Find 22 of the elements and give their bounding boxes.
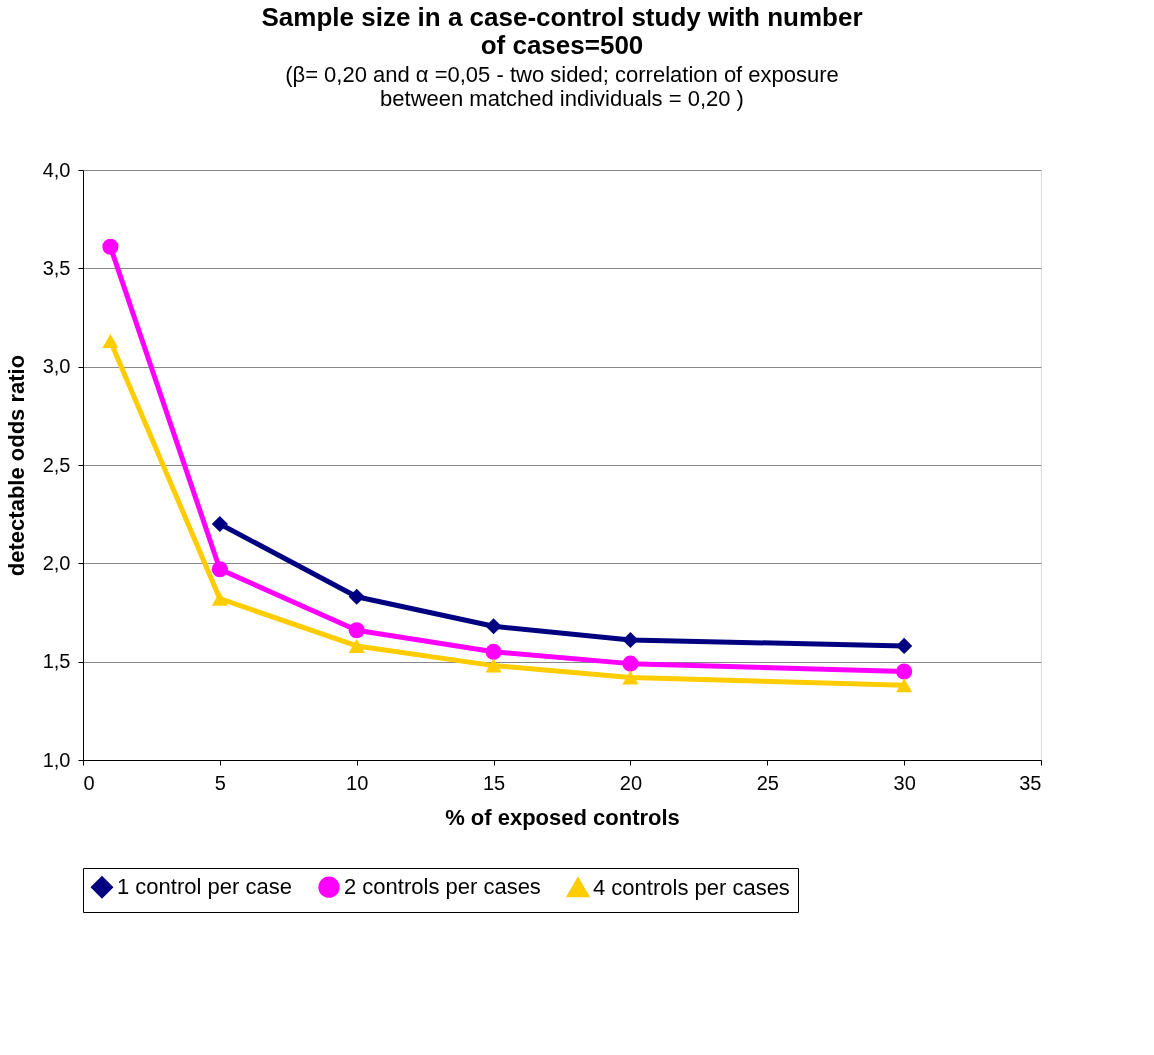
x-tick-label: 5 (214, 771, 226, 794)
x-tick-label: 10 (346, 771, 369, 794)
y-tick-label: 1,0 (42, 748, 71, 771)
x-tick-label: 25 (756, 771, 779, 794)
x-tick-label: 35 (1019, 771, 1042, 794)
y-tick-label: 2,5 (42, 453, 71, 476)
legend-label: 1 control per case (117, 874, 292, 900)
y-tick-label: 3,5 (42, 256, 71, 279)
chart-title: Sample size in a case-control study with number of cases=500 (261, 2, 863, 60)
y-tick-label: 4,0 (42, 158, 71, 181)
chart-subtitle: (β= 0,20 and α =0,05 - two sided; correlation of exposure between matched individuals = 0,20 ) (285, 62, 839, 111)
x-tick-label: 0 (83, 771, 95, 794)
x-tick-label: 15 (482, 771, 506, 794)
y-axis-title: detectable odds ratio (3, 354, 29, 577)
legend-label: 2 controls per cases (344, 874, 541, 900)
y-tick-label: 2,0 (42, 551, 71, 574)
x-axis-title: % of exposed controls (445, 804, 680, 830)
legend-label: 4 controls per cases (593, 874, 790, 900)
x-tick-label: 30 (893, 771, 916, 794)
y-tick-label: 1,5 (42, 650, 71, 673)
y-tick-label: 3,0 (42, 355, 71, 378)
x-tick-label: 20 (619, 771, 643, 794)
